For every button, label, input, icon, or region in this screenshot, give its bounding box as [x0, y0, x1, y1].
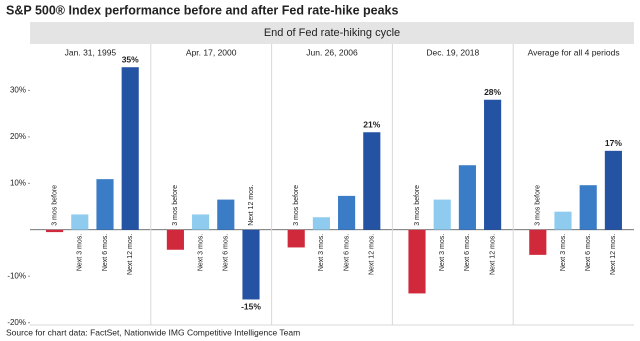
category-label: Next 12 mos. — [127, 234, 134, 275]
y-tick-label: 30% — [10, 86, 26, 95]
category-label: Next 3 mos. — [439, 234, 446, 271]
category-label: Next 3 mos. — [77, 234, 84, 271]
bar — [192, 214, 210, 230]
value-label: -15% — [241, 302, 261, 312]
bar — [312, 217, 330, 230]
panel-title: Jan. 31, 1995 — [65, 47, 117, 57]
category-label: Next 12 mos. — [248, 184, 255, 225]
panel-title: Apr. 17, 2000 — [186, 47, 237, 57]
category-label: 3 mos before — [172, 185, 179, 226]
bar — [554, 211, 572, 230]
bar — [363, 132, 381, 230]
category-label: 3 mos before — [535, 185, 542, 226]
bar — [71, 214, 89, 230]
y-tick-label: 10% — [10, 178, 26, 187]
source-note: Source for chart data: FactSet, Nationwi… — [6, 327, 300, 337]
category-label: 3 mos before — [414, 185, 421, 226]
category-label: 3 mos before — [293, 185, 300, 226]
panel-title: Jun. 26, 2006 — [306, 47, 358, 57]
bar — [579, 185, 597, 230]
chart-title: S&P 500® Index performance before and af… — [6, 3, 399, 17]
category-label: Next 3 mos. — [197, 234, 204, 271]
bar — [338, 195, 356, 230]
bar — [217, 199, 235, 230]
y-tick-label: 20% — [10, 132, 26, 141]
value-label: 35% — [122, 54, 139, 64]
panel-title: Dec. 19, 2018 — [426, 47, 479, 57]
bar — [408, 229, 426, 294]
value-label: 17% — [605, 138, 622, 148]
category-label: Next 12 mos. — [610, 234, 617, 275]
bar — [166, 229, 184, 250]
y-tick-label: -10% — [7, 271, 26, 280]
bar — [458, 165, 476, 230]
y-tick-label: -20% — [7, 318, 26, 327]
value-label: 21% — [363, 119, 380, 129]
bar — [96, 179, 114, 230]
category-label: Next 6 mos. — [102, 234, 109, 271]
bar — [287, 229, 305, 248]
bar — [46, 229, 64, 233]
category-label: Next 6 mos. — [464, 234, 471, 271]
category-label: Next 6 mos. — [223, 234, 230, 271]
bar — [484, 99, 502, 230]
header: End of Fed rate-hiking cycle — [264, 27, 400, 39]
category-label: Next 12 mos. — [489, 234, 496, 275]
bar — [604, 150, 622, 230]
value-label: 28% — [484, 87, 501, 97]
header-band — [30, 22, 634, 44]
category-label: Next 12 mos. — [369, 234, 376, 275]
category-label: 3 mos before — [51, 185, 58, 226]
bar — [529, 229, 547, 255]
bar — [121, 67, 139, 230]
bar — [433, 199, 451, 230]
category-label: Next 3 mos. — [318, 234, 325, 271]
category-label: Next 6 mos. — [585, 234, 592, 271]
bar — [242, 229, 260, 300]
category-label: Next 6 mos. — [343, 234, 350, 271]
panel-title: Average for all 4 periods — [528, 47, 620, 57]
category-label: Next 3 mos. — [560, 234, 567, 271]
